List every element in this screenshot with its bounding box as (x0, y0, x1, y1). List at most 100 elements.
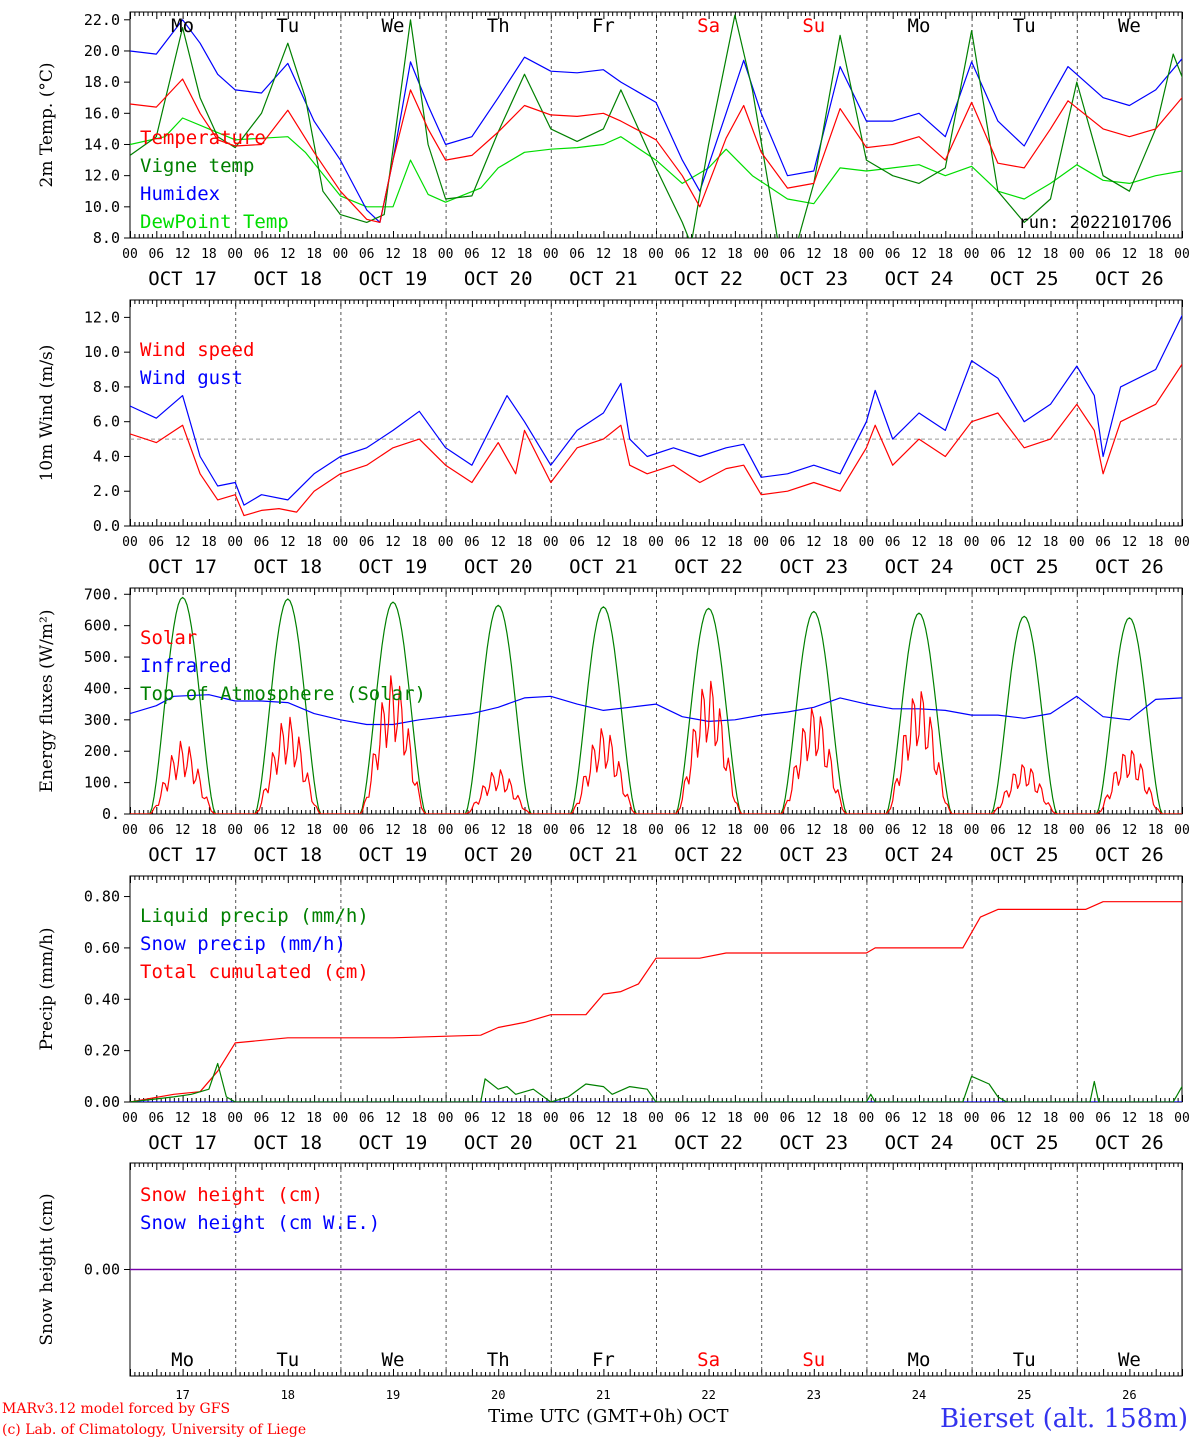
station-label: Bierset (alt. 158m) (940, 1404, 1188, 1434)
panel-1: 8.0 10.0 12.0 14.0 16.0 18.0 20.0 22.0 2m Temp. … (37, 11, 1190, 290)
hour-label: 18 (306, 1111, 322, 1126)
hour-label: 06 (674, 247, 690, 262)
month-label: OCT (688, 1406, 729, 1427)
hour-label: 00 (333, 247, 349, 262)
hour-label: 00 (543, 1111, 559, 1126)
date-label: OCT 23 (779, 844, 848, 866)
date-label: OCT 24 (885, 1132, 954, 1154)
hour-label: 12 (596, 247, 612, 262)
legend-entry: Wind speed (140, 339, 254, 361)
hour-label: 00 (438, 823, 454, 838)
time-axis-label: Time UTC (GMT+0h) (488, 1406, 683, 1427)
hour-label: 00 (753, 1111, 769, 1126)
y-tick-label: 14.0 (84, 135, 120, 153)
hour-label: 18 (201, 535, 217, 550)
hour-label: 06 (569, 1111, 585, 1126)
date-label: OCT 26 (1095, 556, 1164, 578)
date-label: OCT 25 (990, 268, 1059, 290)
hour-label: 06 (464, 247, 480, 262)
date-label: OCT 25 (990, 1132, 1059, 1154)
hour-ticks (130, 300, 1183, 526)
day-of-week-label: Tu (276, 15, 299, 37)
hour-label: 18 (937, 823, 953, 838)
hour-label: 06 (885, 1111, 901, 1126)
hour-label: 12 (806, 1111, 822, 1126)
hour-label: 18 (727, 247, 743, 262)
legend-entry: Top of Atmosphere (Solar) (140, 683, 426, 705)
date-label: OCT 24 (885, 556, 954, 578)
date-label: OCT 17 (148, 556, 217, 578)
series-dewpoint-temp (130, 117, 1182, 208)
hour-label: 12 (911, 535, 927, 550)
day-of-week-label: Sa (697, 1349, 720, 1371)
date-label: OCT 26 (1095, 1132, 1164, 1154)
hour-label: 12 (806, 823, 822, 838)
hour-label: 06 (780, 247, 796, 262)
y-tick-label: 18.0 (84, 73, 120, 91)
hour-label: 12 (385, 1111, 401, 1126)
legend-entry: Snow precip (mm/h) (140, 933, 346, 955)
hour-label: 12 (911, 247, 927, 262)
day-of-week-label: Mo (171, 1349, 194, 1371)
hour-label: 06 (1095, 1111, 1111, 1126)
date-label: OCT 23 (779, 268, 848, 290)
hour-label: 00 (122, 1111, 138, 1126)
series-top-of-atmosphere-solar- (130, 596, 1182, 814)
hour-label: 18 (727, 1111, 743, 1126)
hour-label: 12 (596, 823, 612, 838)
hour-label: 06 (148, 247, 164, 262)
hour-label: 00 (438, 535, 454, 550)
hour-label: 06 (254, 247, 270, 262)
hour-label: 18 (411, 247, 427, 262)
day-of-week-label: Su (802, 15, 825, 37)
hour-label: 06 (674, 535, 690, 550)
y-tick-label: 12.0 (84, 308, 120, 326)
date-label: OCT 24 (885, 268, 954, 290)
series-infrared (130, 694, 1182, 726)
hour-label: 00 (964, 247, 980, 262)
hour-label: 18 (832, 1111, 848, 1126)
legend-entry: Humidex (140, 183, 220, 205)
hour-label: 12 (701, 1111, 717, 1126)
legend-entry: Temperature (140, 127, 266, 149)
hour-label: 06 (990, 823, 1006, 838)
hour-label: 18 (201, 1111, 217, 1126)
hour-label: 12 (806, 247, 822, 262)
hour-label: 12 (175, 535, 191, 550)
hour-label: 12 (1122, 247, 1138, 262)
hour-label: 18 (622, 1111, 638, 1126)
y-tick-label: 0.00 (84, 1261, 120, 1279)
hour-label: 18 (832, 247, 848, 262)
hour-label: 12 (1122, 535, 1138, 550)
hour-label: 18 (622, 823, 638, 838)
hour-label: 12 (280, 823, 296, 838)
chart-panels: 8.0 10.0 12.0 14.0 16.0 18.0 20.0 22.0 2m Temp. … (37, 11, 1190, 1402)
hour-label: 18 (1148, 247, 1164, 262)
day-of-week-label: Tu (1013, 15, 1036, 37)
date-label: OCT 20 (464, 556, 533, 578)
hour-label: 06 (1095, 247, 1111, 262)
series-vigne-temp (130, 14, 1182, 238)
day-of-month-label: 17 (175, 1388, 189, 1402)
hour-label: 18 (517, 823, 533, 838)
y-tick-label: 0.00 (84, 1093, 120, 1111)
hour-label: 00 (543, 247, 559, 262)
day-of-month-label: 24 (912, 1388, 926, 1402)
day-of-week-label: Mo (908, 1349, 931, 1371)
hour-label: 00 (333, 823, 349, 838)
hour-label: 00 (122, 535, 138, 550)
hour-label: 18 (622, 535, 638, 550)
date-label: OCT 19 (359, 1132, 428, 1154)
hour-label: 06 (1095, 535, 1111, 550)
hour-label: 00 (1069, 823, 1085, 838)
run-annotation: run: 2022101706 (1018, 213, 1172, 233)
series-humidex (130, 19, 1182, 223)
date-label: OCT 21 (569, 1132, 638, 1154)
day-of-week-label: Su (802, 1349, 825, 1371)
date-label: OCT 24 (885, 844, 954, 866)
day-of-week-label: Fr (592, 1349, 615, 1371)
y-tick-label: 22.0 (84, 11, 120, 29)
hour-label: 18 (937, 1111, 953, 1126)
hour-label: 00 (438, 247, 454, 262)
hour-label: 00 (543, 535, 559, 550)
